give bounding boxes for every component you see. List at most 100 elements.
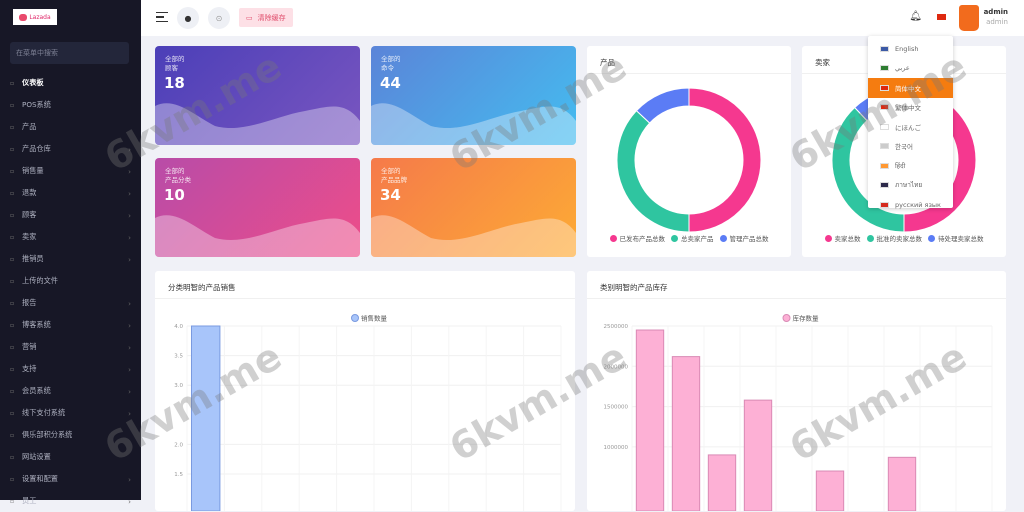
pos-icon[interactable]: ⊙ xyxy=(208,7,230,29)
legend-label: 销售数量 xyxy=(361,314,388,323)
language-label: English xyxy=(895,44,919,53)
stat-card[interactable]: 全部的 顾客 18 xyxy=(155,46,360,145)
legend-item[interactable]: 已发布产品总数 xyxy=(609,233,666,243)
clear-cache-button[interactable]: ▭ 清除缓存 xyxy=(239,8,293,27)
card-title: 类别明智的产品库存 xyxy=(600,283,668,292)
sidebar-item[interactable]: ▫ 网站设置 xyxy=(0,446,141,468)
user-name[interactable]: admin xyxy=(983,8,1008,16)
legend-item[interactable]: 管理产品总数 xyxy=(719,233,769,243)
language-option[interactable]: عربي xyxy=(868,59,953,79)
sidebar-item-label: 营销 xyxy=(22,342,37,351)
stat-label: 顾客 xyxy=(165,64,178,72)
y-tick-label: 2.0 xyxy=(174,442,183,448)
logo[interactable]: Lazada xyxy=(13,9,57,25)
legend-label: 管理产品总数 xyxy=(729,235,769,243)
sidebar-item[interactable]: ▫ 设置和配置 › xyxy=(0,468,141,490)
sidebar-item[interactable]: ▫ POS系统 xyxy=(0,94,141,116)
stat-label: 命令 xyxy=(381,64,394,72)
legend-swatch xyxy=(782,314,791,322)
sidebar-item[interactable]: ▫ 上传的文件 xyxy=(0,270,141,292)
language-option[interactable]: ภาษาไทย xyxy=(868,176,953,196)
sidebar-item[interactable]: ▫ 报告 › xyxy=(0,292,141,314)
language-option[interactable]: हिंदी xyxy=(868,156,953,176)
language-label: にほんご xyxy=(895,123,921,132)
sidebar-item[interactable]: ▫ 退款 › xyxy=(0,182,141,204)
sidebar-item[interactable]: ▫ 会员系统 › xyxy=(0,380,141,402)
sidebar-item-label: 推销员 xyxy=(22,254,44,263)
chevron-right-icon: › xyxy=(128,364,131,374)
sidebar-item[interactable]: ▫ 线下支付系统 › xyxy=(0,402,141,424)
sidebar-item[interactable]: ▫ 俱乐部积分系统 xyxy=(0,424,141,446)
laptop-icon: ▭ xyxy=(246,13,253,22)
user-role: admin xyxy=(986,18,1008,26)
stat-label: 全部的 xyxy=(165,167,185,175)
bell-icon[interactable]: 🔔︎ xyxy=(909,11,922,22)
sidebar-item[interactable]: ▫ 支持 › xyxy=(0,358,141,380)
chevron-right-icon: › xyxy=(128,166,131,176)
legend-swatch xyxy=(928,234,935,242)
stat-value: 18 xyxy=(164,74,185,92)
language-option[interactable]: 繁体中文 xyxy=(868,98,953,118)
sidebar-item-label: 销售量 xyxy=(22,166,44,175)
flag-icon xyxy=(880,201,889,208)
language-option[interactable]: 简体中文 xyxy=(868,78,953,98)
bar[interactable] xyxy=(887,456,917,511)
bar[interactable] xyxy=(707,454,737,511)
wave-decoration xyxy=(371,103,576,145)
legend-label: 库存数量 xyxy=(793,314,820,323)
legend: 已发布产品总数 总卖家产品 管理产品总数 xyxy=(587,233,791,243)
language-option[interactable]: にほんご xyxy=(868,117,953,137)
menu-toggle-icon[interactable] xyxy=(156,12,168,25)
legend-item[interactable]: 待处理卖家总数 xyxy=(928,233,984,243)
language-option[interactable]: 한국어 xyxy=(868,137,953,157)
sidebar-item[interactable]: ▫ 销售量 › xyxy=(0,160,141,182)
stat-card[interactable]: 全部的 产品品牌 34 xyxy=(371,158,576,257)
legend-label: 已发布产品总数 xyxy=(619,235,666,243)
sidebar-item-label: 支持 xyxy=(22,364,37,373)
language-option[interactable]: English xyxy=(868,39,953,59)
products-pie-card: 产品 已发布产品总数 总卖家产品 管理产品总数 xyxy=(587,46,791,257)
bar[interactable] xyxy=(743,399,773,511)
flag-icon xyxy=(880,123,889,130)
staff-icon: ▫ xyxy=(10,497,15,505)
bar[interactable] xyxy=(635,329,665,511)
wave-decoration xyxy=(155,103,360,145)
stat-card[interactable]: 全部的 命令 44 xyxy=(371,46,576,145)
sidebar-item[interactable]: ▫ 推销员 › xyxy=(0,248,141,270)
stat-label: 产品分类 xyxy=(165,176,191,184)
legend-label: 卖家总数 xyxy=(834,235,861,243)
language-flag-icon[interactable] xyxy=(937,14,946,20)
menu-search-input[interactable]: 在菜单中搜索 xyxy=(10,42,129,64)
bar[interactable] xyxy=(190,325,221,511)
language-label: 繁体中文 xyxy=(895,104,921,113)
y-tick-label: 2500000 xyxy=(604,324,629,330)
legend-item[interactable]: 卖家总数 xyxy=(824,233,861,243)
sidebar-item[interactable]: ▫ 产品仓库 › xyxy=(0,138,141,160)
stat-card[interactable]: 全部的 产品分类 10 xyxy=(155,158,360,257)
globe-icon[interactable]: ● xyxy=(177,7,199,29)
sidebar-item[interactable]: ▫ 顾客 › xyxy=(0,204,141,226)
sidebar-item[interactable]: ▫ 卖家 › xyxy=(0,226,141,248)
avatar[interactable] xyxy=(959,5,979,31)
language-label: 简体中文 xyxy=(895,84,921,93)
sidebar-item[interactable]: ▫ 产品 xyxy=(0,116,141,138)
sidebar-item[interactable]: ▫ 员工 › xyxy=(0,490,141,512)
y-tick-label: 3.5 xyxy=(174,354,183,360)
sidebar-item-label: 博客系统 xyxy=(22,320,51,329)
bar[interactable] xyxy=(671,356,701,511)
sidebar-item-label: POS系统 xyxy=(22,100,51,109)
pie-slice[interactable] xyxy=(635,87,690,124)
language-option[interactable]: русский язык xyxy=(868,195,953,215)
y-tick-label: 1500000 xyxy=(604,405,629,411)
pie-slice[interactable] xyxy=(688,87,762,233)
report-icon: ▫ xyxy=(10,299,15,307)
legend-item[interactable]: 总卖家产品 xyxy=(671,233,714,243)
y-tick-label: 3.0 xyxy=(174,383,183,389)
sidebar-item-label: 员工 xyxy=(22,496,37,505)
sidebar-item[interactable]: ▫ 博客系统 › xyxy=(0,314,141,336)
legend-item[interactable]: 批准的卖家总数 xyxy=(866,233,922,243)
bar[interactable] xyxy=(815,470,845,511)
pie-slice[interactable] xyxy=(616,110,690,233)
sidebar-item[interactable]: ▫ 仪表板 xyxy=(0,72,141,94)
sidebar-item[interactable]: ▫ 营销 › xyxy=(0,336,141,358)
